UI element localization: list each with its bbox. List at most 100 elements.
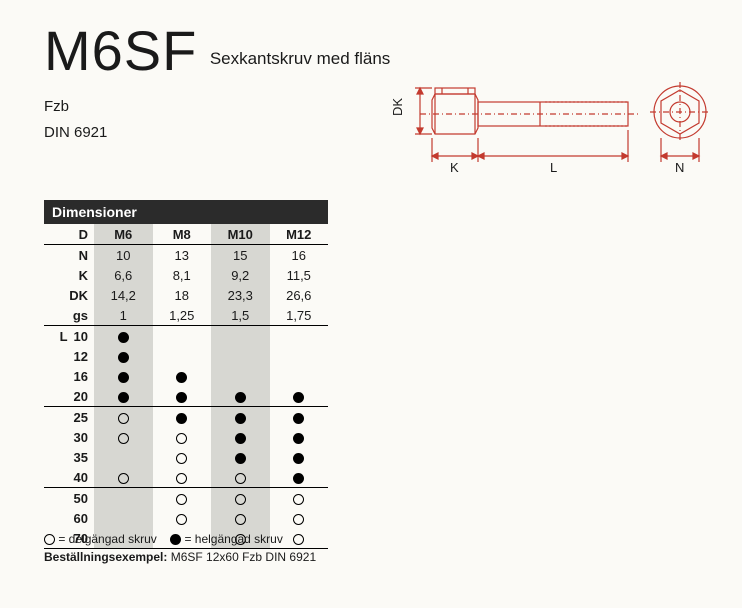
row-label: gs xyxy=(44,305,94,326)
legend-open-text: = delgängad skruv xyxy=(58,532,156,546)
spec-cell: 13 xyxy=(153,245,212,266)
mark-cell xyxy=(270,407,329,428)
spec-row: N10131516 xyxy=(44,245,328,266)
row-label: 30 xyxy=(44,427,94,447)
length-row: 16 xyxy=(44,366,328,386)
mark-cell xyxy=(211,447,270,467)
spec-cell: 14,2 xyxy=(94,285,153,305)
product-title: M6SF xyxy=(44,18,197,83)
row-label: N xyxy=(44,245,94,266)
row-label: DK xyxy=(44,285,94,305)
length-row: 50 xyxy=(44,488,328,509)
mark-cell xyxy=(94,326,153,347)
row-label: L10 xyxy=(44,326,94,347)
spec-cell: 8,1 xyxy=(153,265,212,285)
spec-cell: 6,6 xyxy=(94,265,153,285)
mark-cell xyxy=(153,488,212,509)
spec-cell: 18 xyxy=(153,285,212,305)
dim-label-n: N xyxy=(675,160,684,175)
row-label: 20 xyxy=(44,386,94,407)
spec-cell: 11,5 xyxy=(270,265,329,285)
spec-cell: 1,25 xyxy=(153,305,212,326)
row-label: 12 xyxy=(44,346,94,366)
spec-cell: 26,6 xyxy=(270,285,329,305)
spec-cell: 16 xyxy=(270,245,329,266)
col-header-d: D xyxy=(44,224,94,245)
mark-cell xyxy=(94,407,153,428)
length-row: 30 xyxy=(44,427,328,447)
row-label: 40 xyxy=(44,467,94,488)
mark-cell xyxy=(211,386,270,407)
finish-code: Fzb xyxy=(44,94,107,120)
mark-cell xyxy=(153,346,212,366)
mark-cell xyxy=(270,386,329,407)
length-row: 60 xyxy=(44,508,328,528)
spec-cell: 9,2 xyxy=(211,265,270,285)
mark-cell xyxy=(270,346,329,366)
mark-cell xyxy=(211,326,270,347)
col-header: M12 xyxy=(270,224,329,245)
order-label: Beställningsexempel: xyxy=(44,550,167,564)
mark-cell xyxy=(211,346,270,366)
standard-code: DIN 6921 xyxy=(44,120,107,146)
spec-cell: 1,75 xyxy=(270,305,329,326)
length-row: 35 xyxy=(44,447,328,467)
row-label: 35 xyxy=(44,447,94,467)
mark-cell xyxy=(270,488,329,509)
mark-cell xyxy=(211,467,270,488)
mark-cell xyxy=(153,508,212,528)
col-header: M10 xyxy=(211,224,270,245)
meta-block: Fzb DIN 6921 xyxy=(44,94,107,145)
mark-cell xyxy=(211,366,270,386)
spec-row: K6,68,19,211,5 xyxy=(44,265,328,285)
spec-cell: 15 xyxy=(211,245,270,266)
length-row: 40 xyxy=(44,467,328,488)
mark-cell xyxy=(211,508,270,528)
mark-cell xyxy=(211,407,270,428)
mark-cell xyxy=(94,467,153,488)
legend-fill-icon xyxy=(170,534,181,545)
spec-row: DK14,21823,326,6 xyxy=(44,285,328,305)
mark-cell xyxy=(270,366,329,386)
dimensions-block: Dimensioner DM6M8M10M12 N10131516K6,68,1… xyxy=(44,200,328,549)
mark-cell xyxy=(270,427,329,447)
row-label: 25 xyxy=(44,407,94,428)
mark-cell xyxy=(270,467,329,488)
mark-cell xyxy=(94,366,153,386)
row-label: 50 xyxy=(44,488,94,509)
spec-cell: 23,3 xyxy=(211,285,270,305)
mark-cell xyxy=(153,386,212,407)
dimensions-table: DM6M8M10M12 N10131516K6,68,19,211,5DK14,… xyxy=(44,224,328,549)
length-row: 12 xyxy=(44,346,328,366)
mark-cell xyxy=(211,488,270,509)
col-header: M6 xyxy=(94,224,153,245)
length-row: 25 xyxy=(44,407,328,428)
legend: = delgängad skruv = helgängad skruv Best… xyxy=(44,530,316,566)
mark-cell xyxy=(153,427,212,447)
mark-cell xyxy=(211,427,270,447)
spec-cell: 10 xyxy=(94,245,153,266)
row-label: 60 xyxy=(44,508,94,528)
row-label: K xyxy=(44,265,94,285)
mark-cell xyxy=(153,447,212,467)
mark-cell xyxy=(270,508,329,528)
spec-cell: 1,5 xyxy=(211,305,270,326)
dim-label-l: L xyxy=(550,160,557,175)
row-label: 16 xyxy=(44,366,94,386)
mark-cell xyxy=(270,447,329,467)
mark-cell xyxy=(94,488,153,509)
dim-label-dk: DK xyxy=(390,98,405,116)
col-header: M8 xyxy=(153,224,212,245)
legend-open-icon xyxy=(44,534,55,545)
product-subtitle: Sexkantskruv med fläns xyxy=(210,49,390,69)
mark-cell xyxy=(94,427,153,447)
mark-cell xyxy=(153,407,212,428)
length-row: 20 xyxy=(44,386,328,407)
mark-cell xyxy=(94,508,153,528)
legend-fill-text: = helgängad skruv xyxy=(184,532,282,546)
mark-cell xyxy=(270,326,329,347)
mark-cell xyxy=(153,467,212,488)
dimensions-header: Dimensioner xyxy=(44,200,328,224)
order-value: M6SF 12x60 Fzb DIN 6921 xyxy=(171,550,316,564)
technical-diagram: DK K L N xyxy=(380,74,730,194)
